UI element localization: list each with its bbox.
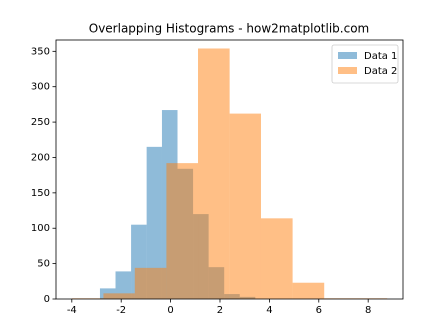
y-tick-label: 250: [31, 117, 50, 128]
x-tick-label: 4: [266, 305, 272, 316]
legend-swatch: [338, 67, 357, 74]
x-tick-label: -2: [116, 305, 126, 316]
legend-label: Data 1: [364, 51, 397, 62]
y-tick-label: 150: [31, 188, 50, 199]
histogram-bar: [134, 267, 167, 299]
y-tick-label: 0: [44, 294, 50, 305]
histogram-bar: [166, 163, 199, 299]
y-tick-label: 50: [37, 259, 50, 270]
histogram-bar: [292, 282, 325, 299]
x-tick-label: -4: [67, 305, 77, 316]
histogram-bar: [146, 146, 162, 299]
histogram-bar: [229, 113, 261, 299]
y-tick-label: 300: [31, 82, 50, 93]
histogram-bar: [103, 293, 135, 299]
legend-label: Data 2: [364, 66, 397, 77]
y-tick-label: 100: [31, 223, 50, 234]
histogram-bar: [260, 218, 293, 299]
x-tick-label: 0: [167, 305, 173, 316]
y-tick-label: 200: [31, 152, 50, 163]
x-tick-label: 2: [217, 305, 223, 316]
legend-swatch: [338, 52, 357, 59]
histogram-bar: [198, 48, 230, 299]
x-tick-label: 8: [365, 305, 371, 316]
plot-frame: [55, 39, 404, 300]
x-tick-label: 6: [316, 305, 322, 316]
y-tick-label: 350: [31, 46, 50, 57]
histogram-bar: [115, 271, 132, 299]
chart-title: Overlapping Histograms - how2matplotlib.…: [89, 22, 370, 36]
